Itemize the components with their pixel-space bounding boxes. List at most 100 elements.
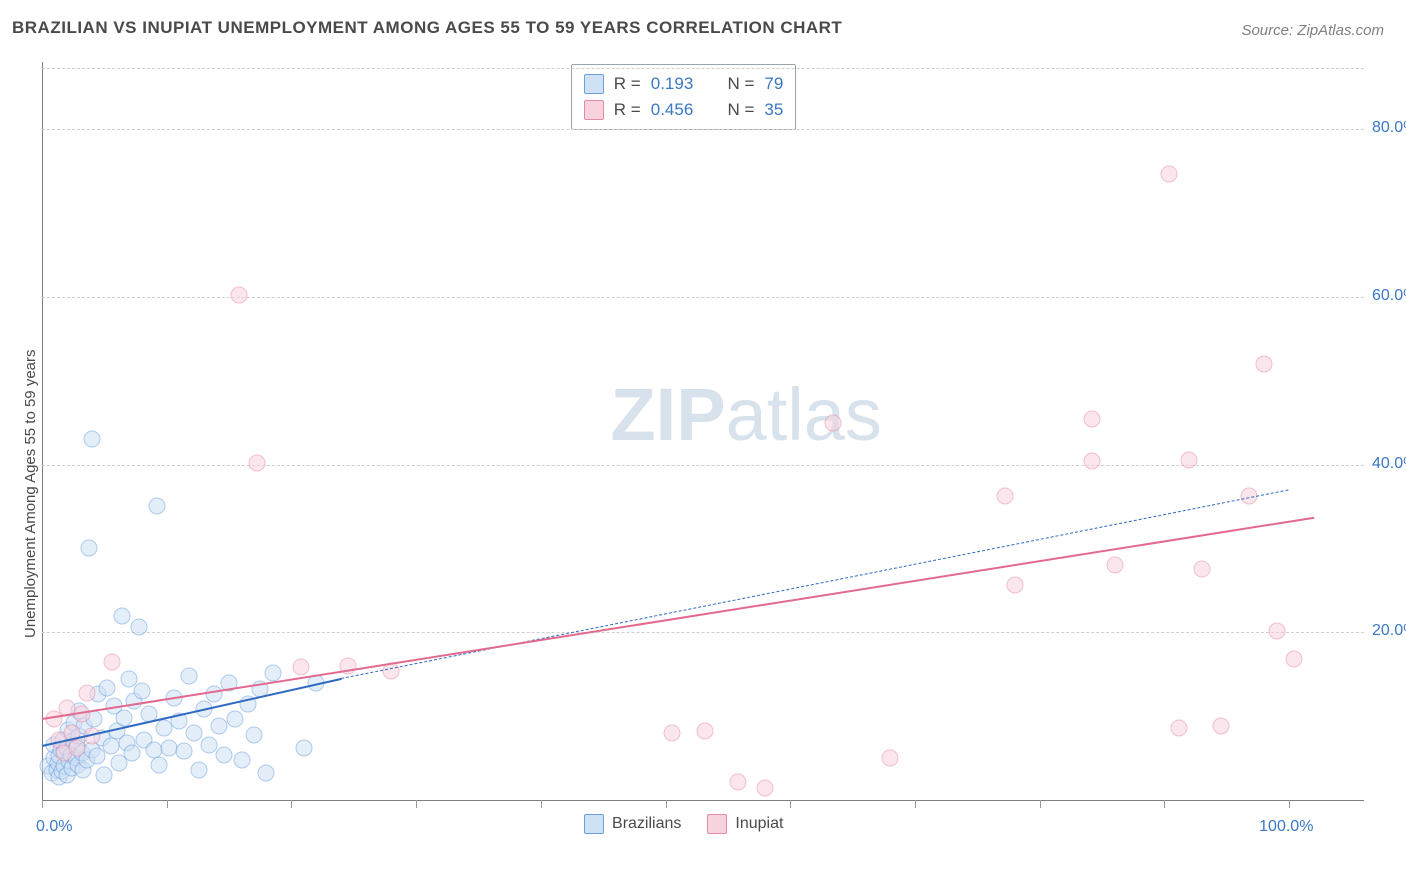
data-point (1212, 718, 1229, 735)
y-axis-line (42, 62, 43, 800)
legend-swatch-icon (584, 100, 604, 120)
stats-legend-row: R = 0.193 N = 79 (584, 71, 784, 97)
data-point (102, 738, 119, 755)
y-tick-label: 20.0% (1372, 622, 1406, 640)
legend-n-value: 79 (764, 74, 783, 94)
data-point (1181, 451, 1198, 468)
data-point (216, 746, 233, 763)
data-point (148, 498, 165, 515)
legend-swatch-icon (707, 814, 727, 834)
data-point (1161, 166, 1178, 183)
legend-r-value: 0.193 (651, 74, 694, 94)
data-point (697, 723, 714, 740)
data-point (1193, 560, 1210, 577)
x-tick (167, 800, 168, 808)
x-tick (666, 800, 667, 808)
chart-title: BRAZILIAN VS INUPIAT UNEMPLOYMENT AMONG … (12, 18, 842, 38)
series-legend: Brazilians Inupiat (584, 814, 783, 834)
data-point (103, 654, 120, 671)
data-point (1286, 651, 1303, 668)
series-legend-item: Brazilians (584, 814, 681, 834)
x-tick (541, 800, 542, 808)
data-point (1106, 557, 1123, 574)
x-tick (42, 800, 43, 808)
data-point (81, 540, 98, 557)
data-point (757, 780, 774, 797)
data-point (78, 684, 95, 701)
watermark-zip: ZIP (610, 373, 725, 456)
data-point (181, 667, 198, 684)
data-point (68, 740, 85, 757)
data-point (1268, 622, 1285, 639)
data-point (1006, 577, 1023, 594)
data-point (824, 414, 841, 431)
data-point (191, 761, 208, 778)
data-point (882, 750, 899, 767)
data-point (133, 682, 150, 699)
data-point (1084, 411, 1101, 428)
data-point (83, 431, 100, 448)
data-point (116, 709, 133, 726)
data-point (206, 686, 223, 703)
data-point (123, 745, 140, 762)
legend-r-label: R = (614, 74, 641, 94)
x-tick (790, 800, 791, 808)
data-point (186, 724, 203, 741)
data-point (151, 756, 168, 773)
x-tick (291, 800, 292, 808)
data-point (1256, 355, 1273, 372)
data-point (113, 607, 130, 624)
x-tick-label-min: 0.0% (36, 818, 72, 836)
x-axis-line (42, 800, 1364, 801)
series-legend-label: Inupiat (735, 815, 783, 833)
data-point (98, 679, 115, 696)
x-tick (915, 800, 916, 808)
data-point (211, 718, 228, 735)
series-legend-label: Brazilians (612, 815, 681, 833)
gridline-h (42, 129, 1364, 130)
y-axis-label: Unemployment Among Ages 55 to 59 years (22, 349, 39, 638)
x-tick (1164, 800, 1165, 808)
data-point (1084, 453, 1101, 470)
y-tick-label: 80.0% (1372, 119, 1406, 137)
data-point (293, 659, 310, 676)
legend-r-label: R = (614, 100, 641, 120)
data-point (264, 664, 281, 681)
data-point (96, 766, 113, 783)
legend-n-label: N = (727, 74, 754, 94)
stats-legend-row: R = 0.456 N = 35 (584, 97, 784, 123)
data-point (663, 724, 680, 741)
data-point (248, 454, 265, 471)
source-label: Source: ZipAtlas.com (1241, 22, 1384, 39)
gridline-h (42, 68, 1364, 69)
data-point (201, 736, 218, 753)
legend-swatch-icon (584, 74, 604, 94)
chart-stage: BRAZILIAN VS INUPIAT UNEMPLOYMENT AMONG … (0, 0, 1406, 892)
legend-n-value: 35 (764, 100, 783, 120)
data-point (295, 740, 312, 757)
x-tick-label-max: 100.0% (1259, 818, 1313, 836)
series-legend-item: Inupiat (707, 814, 783, 834)
data-point (231, 287, 248, 304)
gridline-h (42, 632, 1364, 633)
legend-swatch-icon (584, 814, 604, 834)
data-point (996, 488, 1013, 505)
legend-r-value: 0.456 (651, 100, 694, 120)
x-tick (1040, 800, 1041, 808)
watermark: ZIPatlas (610, 372, 881, 457)
data-point (1171, 719, 1188, 736)
data-point (729, 773, 746, 790)
data-point (246, 726, 263, 743)
x-tick (416, 800, 417, 808)
data-point (227, 711, 244, 728)
gridline-h (42, 465, 1364, 466)
data-point (131, 619, 148, 636)
data-point (176, 743, 193, 760)
y-tick-label: 60.0% (1372, 287, 1406, 305)
watermark-atlas: atlas (726, 373, 882, 456)
data-point (258, 765, 275, 782)
legend-n-label: N = (727, 100, 754, 120)
stats-legend: R = 0.193 N = 79R = 0.456 N = 35 (571, 64, 797, 130)
data-point (233, 751, 250, 768)
x-tick (1289, 800, 1290, 808)
